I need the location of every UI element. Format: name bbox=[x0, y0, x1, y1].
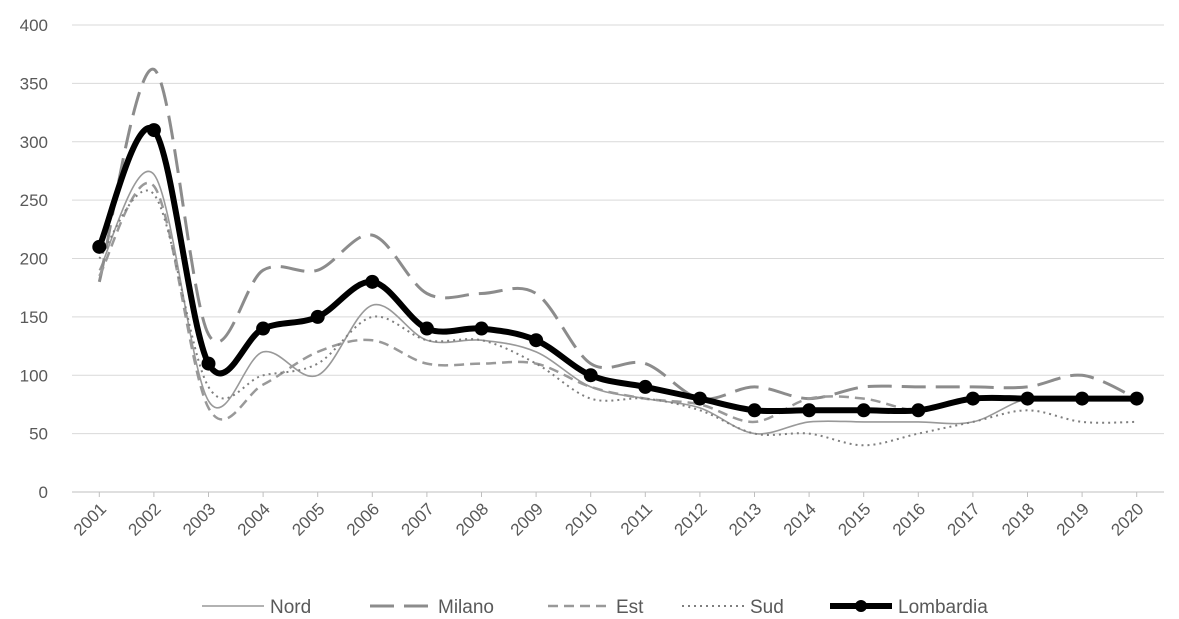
x-tick-label: 2009 bbox=[507, 499, 547, 539]
data-point-lombardia bbox=[638, 379, 653, 394]
y-tick-label: 200 bbox=[20, 250, 48, 269]
data-point-lombardia bbox=[1075, 391, 1090, 406]
data-point-lombardia bbox=[256, 321, 271, 336]
x-tick-label: 2008 bbox=[452, 499, 492, 539]
y-tick-label: 350 bbox=[20, 74, 48, 93]
x-tick-label: 2011 bbox=[617, 499, 656, 538]
x-tick-label: 2015 bbox=[834, 499, 874, 539]
x-tick-label: 2006 bbox=[343, 499, 383, 539]
data-point-lombardia bbox=[146, 123, 161, 138]
data-point-lombardia bbox=[419, 321, 434, 336]
legend-label-lombardia: Lombardia bbox=[898, 597, 988, 618]
series-line-lombardia bbox=[96, 124, 1137, 415]
series-line-nord bbox=[98, 170, 1137, 435]
y-tick-label: 300 bbox=[20, 133, 48, 152]
y-tick-label: 150 bbox=[20, 308, 48, 327]
x-tick-label: 2010 bbox=[561, 499, 601, 539]
data-point-lombardia bbox=[747, 403, 762, 418]
data-point-lombardia bbox=[310, 309, 325, 324]
data-point-lombardia bbox=[92, 239, 107, 254]
series-line-milano bbox=[97, 67, 1138, 401]
data-point-lombardia bbox=[692, 391, 707, 406]
y-tick-label: 100 bbox=[20, 366, 48, 385]
x-tick-label: 2007 bbox=[398, 499, 438, 539]
x-tick-label: 2003 bbox=[179, 499, 219, 539]
data-point-lombardia bbox=[802, 403, 817, 418]
legend-label-est: Est bbox=[616, 597, 644, 618]
data-point-lombardia bbox=[201, 356, 216, 371]
legend-marker-lombardia bbox=[855, 600, 867, 612]
series-line-sud bbox=[98, 189, 1137, 447]
series-lines bbox=[92, 67, 1144, 447]
x-tick-label: 2018 bbox=[998, 499, 1038, 539]
y-axis-ticks: 0 50 100 150 200 250 300 350 400 bbox=[20, 16, 48, 502]
x-tick-label: 2001 bbox=[70, 499, 110, 539]
x-tick-label: 2004 bbox=[234, 499, 274, 539]
data-point-lombardia bbox=[965, 391, 980, 406]
y-tick-label: 0 bbox=[39, 483, 48, 502]
x-tick-label: 2014 bbox=[780, 499, 820, 539]
x-tick-label: 2012 bbox=[671, 499, 711, 539]
x-tick-label: 2017 bbox=[944, 499, 984, 539]
data-point-lombardia bbox=[474, 321, 489, 336]
x-tick-label: 2013 bbox=[725, 499, 765, 539]
data-point-lombardia bbox=[1020, 391, 1035, 406]
legend-label-milano: Milano bbox=[438, 597, 494, 618]
data-point-lombardia bbox=[1129, 391, 1144, 406]
x-axis-ticks: 2001 2002 2003 2004 2005 2006 2007 2008 2009 2010… bbox=[70, 492, 1148, 540]
legend-label-nord: Nord bbox=[270, 597, 311, 618]
x-tick-label: 2016 bbox=[889, 499, 929, 539]
legend-label-sud: Sud bbox=[750, 597, 784, 618]
x-tick-label: 2020 bbox=[1107, 499, 1147, 539]
data-point-lombardia bbox=[583, 368, 598, 383]
gridlines bbox=[72, 24, 1164, 493]
y-tick-label: 400 bbox=[20, 16, 48, 35]
data-point-lombardia bbox=[529, 333, 544, 348]
y-tick-label: 50 bbox=[29, 425, 48, 444]
data-point-lombardia bbox=[365, 274, 380, 289]
legend: Nord Milano Est Sud Lombardia bbox=[202, 597, 988, 618]
x-tick-label: 2019 bbox=[1053, 499, 1093, 539]
x-tick-label: 2002 bbox=[125, 499, 165, 539]
x-tick-label: 2005 bbox=[288, 499, 328, 539]
data-point-lombardia bbox=[911, 403, 926, 418]
data-point-lombardia bbox=[856, 403, 871, 418]
y-tick-label: 250 bbox=[20, 191, 48, 210]
